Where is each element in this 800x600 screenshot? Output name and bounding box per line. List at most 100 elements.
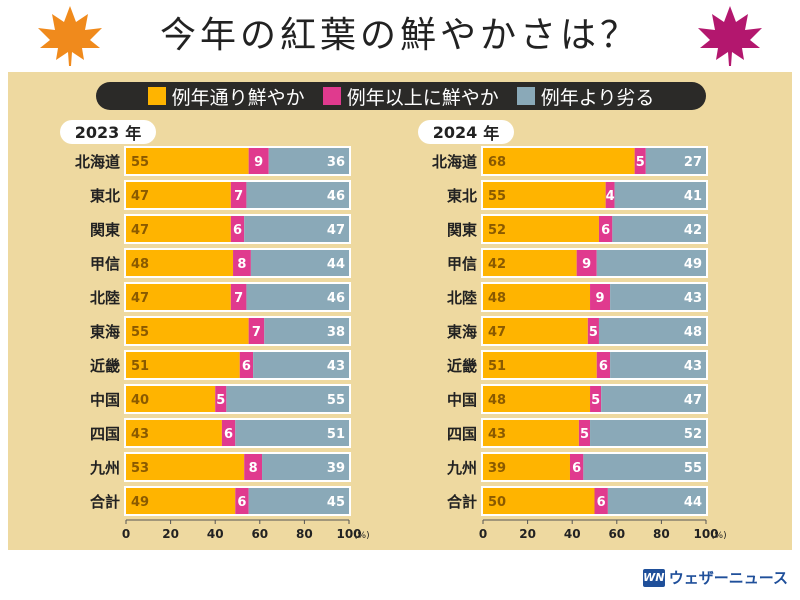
data-label: 47 — [131, 223, 149, 238]
data-label: 5 — [216, 393, 225, 408]
bar-segment — [244, 454, 263, 480]
data-label: 5 — [591, 393, 600, 408]
bar-segment — [126, 454, 245, 480]
category-label: 関東 — [90, 221, 120, 239]
data-label: 45 — [327, 495, 345, 510]
data-label: 52 — [684, 427, 702, 442]
bar-segment — [264, 318, 349, 344]
data-label: 47 — [131, 291, 149, 306]
bar-segment — [215, 386, 227, 412]
data-label: 43 — [684, 291, 702, 306]
bar-segment — [576, 250, 597, 276]
x-tick-label: 40 — [207, 527, 224, 541]
data-label: 6 — [224, 427, 233, 442]
x-unit-label: (%) — [711, 531, 727, 541]
legend-swatch-blue — [516, 87, 535, 105]
category-label: 東北 — [90, 187, 120, 205]
bar-segment — [246, 284, 349, 310]
bar-segment — [244, 216, 349, 242]
bar-segment — [483, 182, 606, 208]
legend-swatch-orange — [147, 87, 166, 105]
category-label: 甲信 — [447, 255, 477, 273]
data-label: 55 — [327, 393, 345, 408]
x-tick-label: 80 — [653, 527, 670, 541]
bar-segment — [248, 318, 265, 344]
data-label: 40 — [131, 393, 149, 408]
data-label: 5 — [580, 427, 589, 442]
category-label: 東北 — [447, 187, 477, 205]
year-number: 2023 — [74, 122, 120, 142]
year-badge-2024: 2024 年 — [418, 120, 514, 144]
data-label: 6 — [599, 359, 608, 374]
data-label: 51 — [327, 427, 345, 442]
bar-segment — [483, 250, 577, 276]
bar-segment — [605, 182, 615, 208]
x-tick-label: 40 — [564, 527, 581, 541]
data-label: 7 — [234, 189, 243, 204]
bar-segment — [126, 352, 240, 378]
bar-segment — [590, 420, 706, 446]
category-label: 北陸 — [90, 289, 120, 307]
year-badge-2023: 2023 年 — [60, 120, 156, 144]
legend-label: 例年より劣る — [540, 86, 655, 109]
bar-segment — [607, 488, 706, 514]
year-number: 2024 — [432, 122, 478, 142]
category-label: 合計 — [446, 493, 477, 511]
bar-segment — [246, 182, 349, 208]
data-label: 8 — [237, 257, 246, 272]
data-label: 41 — [684, 189, 702, 204]
bar-segment — [596, 250, 706, 276]
bar-segment — [590, 284, 611, 310]
data-label: 8 — [249, 461, 258, 476]
bar-segment — [483, 318, 588, 344]
x-unit-label: (%) — [354, 531, 370, 541]
data-label: 36 — [327, 155, 345, 170]
data-label: 55 — [684, 461, 702, 476]
watermark: WN ウェザーニュース — [642, 567, 788, 588]
data-label: 47 — [131, 189, 149, 204]
bar-segment — [587, 318, 599, 344]
data-label: 4 — [606, 189, 615, 204]
data-label: 51 — [131, 359, 149, 374]
data-label: 48 — [684, 325, 702, 340]
data-label: 49 — [131, 495, 149, 510]
bar-segment — [250, 250, 349, 276]
legend-label: 例年通り鮮やか — [171, 86, 305, 109]
bar-segment — [253, 352, 349, 378]
bar-segment — [590, 386, 602, 412]
bar-segment — [235, 420, 349, 446]
bar-segment — [126, 284, 231, 310]
data-label: 7 — [234, 291, 243, 306]
data-label: 6 — [237, 495, 246, 510]
bar-segment — [483, 216, 599, 242]
bar-segment — [569, 454, 584, 480]
category-label: 九州 — [446, 459, 477, 477]
x-tick-label: 0 — [479, 527, 487, 541]
bar-segment — [126, 148, 249, 174]
watermark-text: ウェザーニュース — [668, 569, 788, 587]
bar-segment — [598, 318, 706, 344]
data-label: 27 — [684, 155, 702, 170]
data-label: 48 — [488, 291, 506, 306]
data-label: 6 — [597, 495, 606, 510]
bar-segment — [483, 148, 635, 174]
data-label: 9 — [596, 291, 605, 306]
x-tick-label: 100 — [336, 527, 361, 541]
data-label: 43 — [488, 427, 506, 442]
magenta-maple-leaf-icon — [698, 6, 762, 66]
bar-segment — [596, 352, 611, 378]
data-label: 5 — [636, 155, 645, 170]
bar-segment — [126, 386, 216, 412]
x-tick-label: 60 — [251, 527, 268, 541]
category-label: 四国 — [90, 425, 120, 443]
x-tick-label: 0 — [122, 527, 130, 541]
category-label: 九州 — [89, 459, 120, 477]
data-label: 7 — [252, 325, 261, 340]
x-tick-label: 20 — [519, 527, 536, 541]
category-label: 中国 — [90, 391, 120, 409]
data-label: 68 — [488, 155, 506, 170]
x-tick-label: 20 — [162, 527, 179, 541]
bar-segment — [230, 284, 247, 310]
bar-segment — [610, 284, 706, 310]
